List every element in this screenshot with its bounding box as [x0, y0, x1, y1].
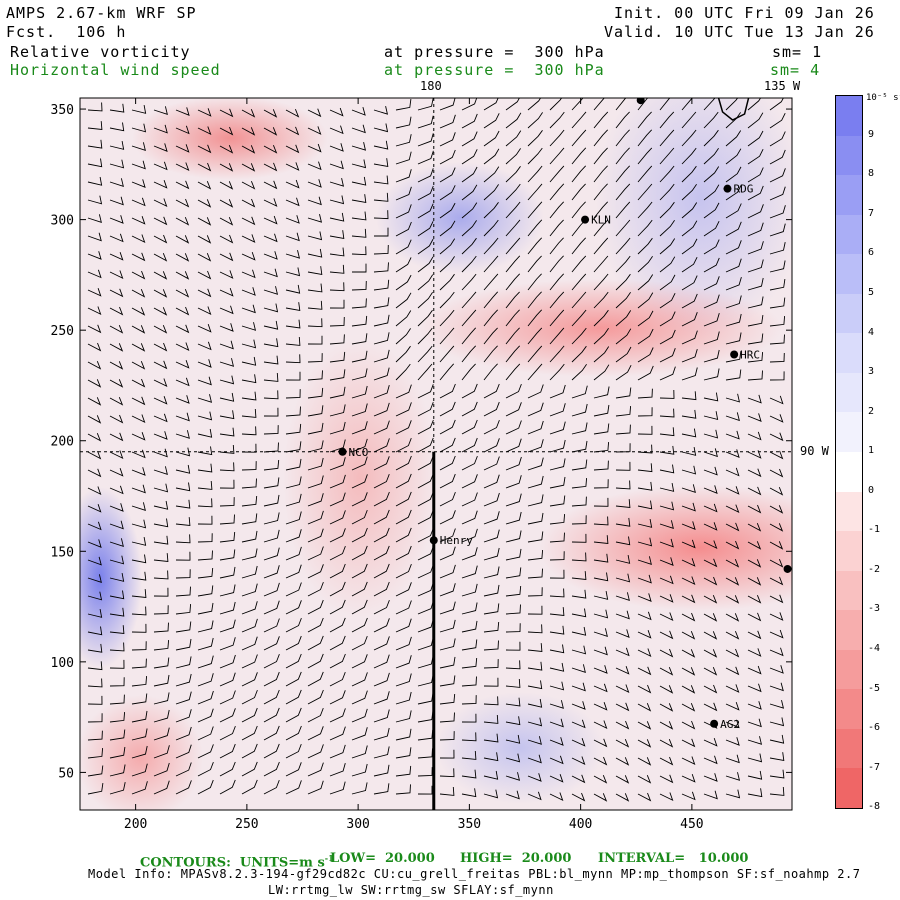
- station-marker: [581, 215, 590, 224]
- station-label: Henry: [440, 534, 473, 547]
- x-tick-label: 450: [680, 817, 703, 832]
- colorbar-swatch: [836, 728, 862, 769]
- colorbar-swatch: [836, 412, 862, 453]
- coastline: [717, 98, 750, 121]
- colorbar-swatch: [836, 293, 862, 334]
- colorbar-swatch: [836, 570, 862, 611]
- colorbar-label: -3: [868, 603, 881, 615]
- colorbar-label: -1: [868, 524, 881, 536]
- x-tick-label: 350: [458, 817, 481, 832]
- contours-low: LOW= 20.000: [330, 851, 435, 866]
- map-overlay: RDG KLN HRC NCO Henry AG2: [80, 98, 792, 810]
- colorbar-swatch: [836, 689, 862, 730]
- colorbar: [835, 95, 863, 809]
- colorbar-swatch: [836, 531, 862, 572]
- y-tick-label: 350: [51, 103, 74, 118]
- colorbar-label: 1: [868, 445, 875, 457]
- colorbar-label: -4: [868, 643, 881, 654]
- init-time: Init. 00 UTC Fri 09 Jan 26: [614, 4, 875, 22]
- colorbar-label: -7: [868, 761, 881, 773]
- wind-barbs: [87, 98, 786, 802]
- colorbar-label: 0: [868, 484, 875, 496]
- y-tick-label: 100: [51, 656, 74, 671]
- lon-label-135w: 135 W: [764, 79, 801, 93]
- x-tick-label: 400: [569, 817, 592, 832]
- colorbar-swatch: [836, 491, 862, 532]
- colorbar-label: -5: [868, 682, 881, 694]
- colorbar-swatch: [836, 175, 862, 216]
- field2-level: at pressure = 300 hPa: [384, 61, 605, 79]
- y-tick-label: 200: [51, 435, 74, 450]
- contours-label: CONTOURS: UNITS=m s-1: [140, 853, 334, 871]
- contours-high: HIGH= 20.000: [460, 851, 572, 866]
- colorbar-label: -2: [868, 563, 881, 575]
- colorbar-swatch: [836, 214, 862, 255]
- colorbar-label: 3: [868, 366, 875, 378]
- colorbar-swatch: [836, 372, 862, 413]
- colorbar-label: 9: [868, 128, 875, 140]
- field1-smooth: sm= 1: [772, 43, 823, 61]
- colorbar-label: 8: [868, 168, 875, 180]
- colorbar-swatch: [836, 452, 862, 493]
- station-label: HRC: [740, 348, 760, 361]
- station-label: RDG: [733, 183, 753, 196]
- station-marker: [730, 350, 739, 359]
- colorbar-swatch: [836, 333, 862, 374]
- colorbar-swatch: [836, 96, 862, 137]
- colorbar-swatch: [836, 610, 862, 651]
- station-marker: [723, 184, 732, 193]
- x-tick-label: 300: [346, 817, 369, 832]
- station-label: NCO: [349, 446, 369, 459]
- station-marker: [338, 447, 347, 456]
- colorbar-label: -8: [868, 801, 881, 813]
- lon-label-90w: 90 W: [800, 444, 829, 458]
- lon-label-180: 180: [420, 79, 442, 93]
- colorbar-label: 7: [868, 207, 875, 219]
- station-marker: [783, 564, 792, 573]
- station-label: AG2: [720, 718, 740, 731]
- colorbar-label: 5: [868, 287, 875, 298]
- colorbar-label: 4: [868, 326, 875, 338]
- y-tick-label: 250: [51, 324, 74, 339]
- forecast-hour: Fcst. 106 h: [6, 23, 127, 41]
- colorbar-swatch: [836, 768, 862, 809]
- field2-smooth: sm= 4: [770, 61, 821, 79]
- colorbar-swatch: [836, 254, 862, 295]
- vorticity-map: RDG KLN HRC NCO Henry AG2: [80, 98, 792, 810]
- colorbar-swatch: [836, 649, 862, 690]
- colorbar-label: 2: [868, 405, 875, 417]
- field1-level: at pressure = 300 hPa: [384, 43, 605, 61]
- y-tick-label: 50: [58, 766, 74, 781]
- y-tick-label: 300: [51, 214, 74, 229]
- station-marker: [429, 536, 438, 545]
- model-info-physics: LW:rrtmg_lw SW:rrtmg_sw SFLAY:sf_mynn: [268, 883, 554, 897]
- x-tick-label: 250: [235, 817, 258, 832]
- colorbar-unit: 10⁻⁵ s⁻¹: [866, 93, 900, 103]
- x-tick-label: 200: [124, 817, 147, 832]
- colorbar-label: 6: [868, 247, 875, 259]
- contours-interval: INTERVAL= 10.000: [598, 851, 749, 866]
- colorbar-label: -6: [868, 722, 881, 734]
- field1-name: Relative vorticity: [10, 43, 191, 61]
- field2-name: Horizontal wind speed: [10, 61, 221, 79]
- valid-time: Valid. 10 UTC Tue 13 Jan 26: [604, 23, 875, 41]
- colorbar-swatch: [836, 135, 862, 176]
- station-label: KLN: [591, 214, 611, 227]
- model-info: Model Info: MPASv8.2.3-194-gf29cd82c CU:…: [88, 867, 861, 881]
- y-tick-label: 150: [51, 545, 74, 560]
- model-title: AMPS 2.67-km WRF SP: [6, 4, 197, 22]
- station-marker: [710, 719, 719, 728]
